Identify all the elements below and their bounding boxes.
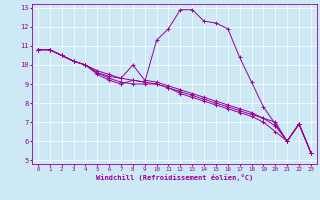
X-axis label: Windchill (Refroidissement éolien,°C): Windchill (Refroidissement éolien,°C) — [96, 174, 253, 181]
